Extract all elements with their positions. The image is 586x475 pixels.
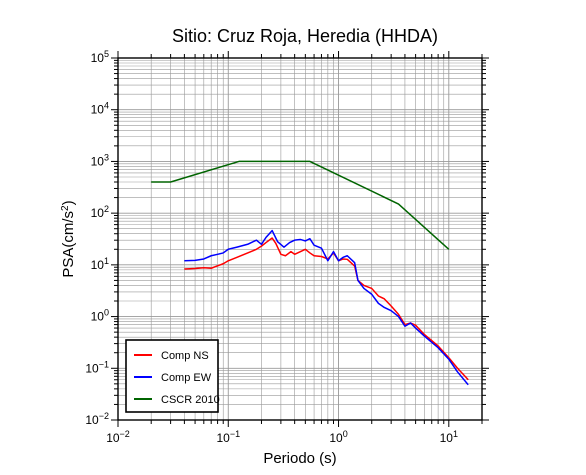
y-tick-label-exp: −2 (99, 411, 109, 421)
y-tick-label-base: 10 (91, 103, 105, 117)
x-tick-label: 101 (440, 429, 458, 445)
series-line-comp-ns (184, 237, 469, 381)
legend-items: Comp NS Comp EW CSCR 2010 (134, 350, 220, 406)
y-tick-label-exp: 2 (104, 204, 109, 214)
x-tick-label-exp: −1 (230, 429, 240, 439)
y-tick-label-exp: −1 (99, 359, 109, 369)
y-tick-label-base: 10 (91, 206, 105, 220)
y-tick-label-base: 10 (85, 361, 99, 375)
y-tick-label: 103 (91, 152, 109, 168)
y-tick-label-base: 10 (91, 154, 105, 168)
y-tick-label-exp: 0 (104, 308, 109, 318)
y-tick-label: 104 (91, 101, 109, 117)
x-tick-label-exp: 1 (453, 429, 458, 439)
legend-label: Comp EW (161, 372, 212, 384)
x-tick-label-exp: −2 (120, 429, 130, 439)
y-tick-label: 105 (91, 49, 109, 65)
y-tick-label: 100 (91, 308, 109, 324)
x-tick-label-base: 10 (440, 431, 454, 445)
y-tick-label: 10−1 (85, 359, 109, 375)
series-line-cscr-2010 (151, 160, 450, 250)
y-axis-title-tail: ) (60, 200, 77, 205)
y-tick-label-base: 10 (85, 413, 99, 427)
y-tick-label: 102 (91, 204, 109, 220)
y-tick-label-exp: 3 (104, 152, 109, 162)
y-axis-title-sup: 2 (60, 205, 71, 211)
y-tick-label-exp: 4 (104, 101, 109, 111)
chart-title: Sitio: Cruz Roja, Heredia (HHDA) (172, 26, 438, 46)
x-axis-title: Periodo (s) (263, 450, 336, 467)
y-tick-label: 10−2 (85, 411, 109, 427)
x-tick-label: 100 (329, 429, 347, 445)
y-tick-label-exp: 5 (104, 49, 109, 59)
y-tick-label-base: 10 (91, 258, 105, 272)
x-tick-label-base: 10 (106, 431, 120, 445)
grid (111, 51, 489, 427)
x-tick-label: 10−1 (216, 429, 240, 445)
x-tick-labels: 10−2 10−1 100 101 (106, 429, 458, 445)
series-layer (151, 160, 469, 386)
series-line-comp-ew (184, 229, 469, 386)
legend: Comp NS Comp EW CSCR 2010 (125, 339, 220, 413)
legend-label: Comp NS (161, 350, 209, 362)
x-tick-label: 10−2 (106, 429, 130, 445)
x-tick-label-base: 10 (216, 431, 230, 445)
y-tick-label-exp: 1 (104, 256, 109, 266)
y-tick-label-base: 10 (91, 51, 105, 65)
legend-label: CSCR 2010 (161, 394, 220, 406)
x-tick-label-base: 10 (329, 431, 343, 445)
y-tick-label-base: 10 (91, 310, 105, 324)
plot-frame (117, 57, 483, 421)
x-tick-label-exp: 0 (343, 429, 348, 439)
y-tick-label: 101 (91, 256, 109, 272)
y-axis-title-base: PSA(cm/s (60, 211, 77, 278)
y-axis-title: PSA(cm/s2) (60, 200, 78, 277)
